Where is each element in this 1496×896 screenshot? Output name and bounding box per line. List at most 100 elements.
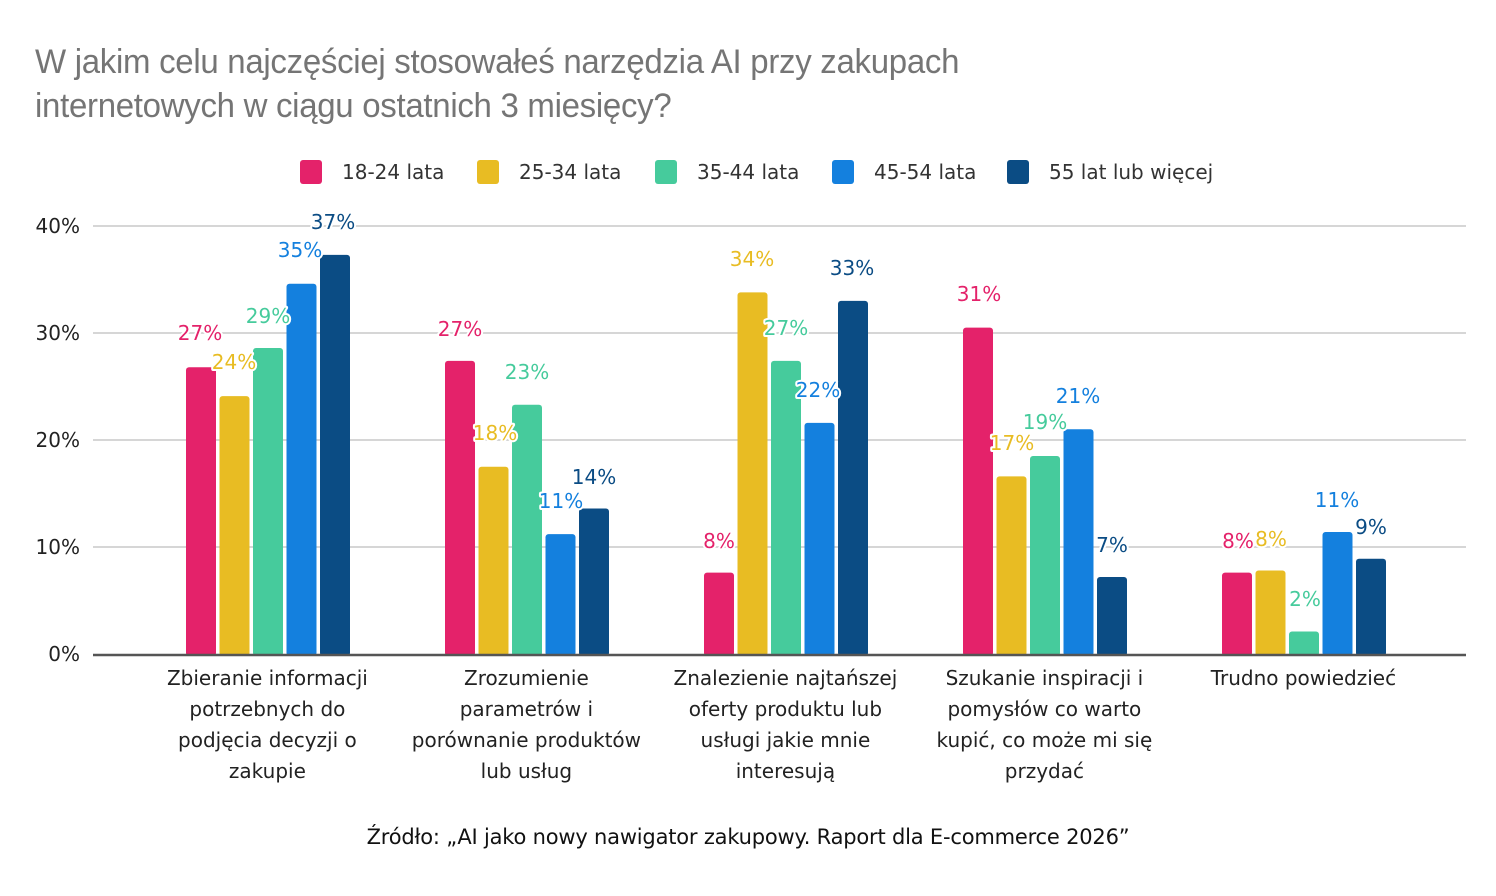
legend-swatch [655, 160, 677, 184]
legend: 18-24 lata 25-34 lata 35-44 lata 45-54 lata… [300, 160, 1213, 184]
bar [1322, 532, 1353, 656]
data-label: 14% [572, 465, 616, 489]
bar [771, 360, 801, 656]
data-label: 29% [246, 304, 290, 328]
legend-swatch [300, 160, 322, 184]
legend-label: 35-44 lata [697, 160, 799, 184]
y-tick-label: 40% [36, 214, 80, 238]
y-axis: 0% 10% 20% 30% 40% [36, 214, 80, 666]
y-tick-label: 0% [48, 642, 80, 666]
x-tick-label-line: potrzebnych do [189, 697, 345, 721]
x-tick-label-line: Zrozumienie [464, 666, 589, 690]
bar [186, 367, 216, 656]
legend-label: 18-24 lata [342, 160, 444, 184]
legend-label: 25-34 lata [519, 160, 621, 184]
data-label: 31% [957, 282, 1001, 306]
bar [1356, 558, 1386, 656]
x-tick-label-line: pomysłów co warto [947, 697, 1141, 721]
data-label: 11% [1315, 488, 1359, 512]
bar [1030, 456, 1060, 656]
bar [1222, 572, 1252, 656]
bar [545, 534, 576, 656]
legend-label: 45-54 lata [874, 160, 976, 184]
x-tick-label: Zbieranie informacji potrzebnych do podjęc… [167, 666, 368, 783]
x-tick-label: Zrozumienie parametrów i porównanie produk… [412, 666, 641, 783]
data-label: 35% [278, 238, 322, 262]
x-tick-label: Trudno powiedzieć [1210, 666, 1396, 690]
y-tick-label: 10% [36, 535, 80, 559]
legend-swatch [477, 160, 499, 184]
legend-item: 18-24 lata [300, 160, 444, 184]
x-tick-label-line: zakupie [229, 759, 306, 783]
data-label: 21% [1056, 384, 1100, 408]
data-label: 18% [473, 421, 517, 445]
x-tick-label-line: podjęcia decyzji o [178, 728, 357, 752]
data-labels: 27% 27%8%31%8%24%18%34%17%8%29%23%27%19%2… [176, 208, 1389, 613]
legend-swatch [1007, 160, 1029, 184]
bar [512, 404, 542, 656]
bar [1255, 570, 1286, 656]
bar-chart: 18-24 lata 25-34 lata 35-44 lata 45-54 lata… [36, 160, 1466, 783]
legend-item: 25-34 lata [477, 160, 621, 184]
x-tick-label-line: Trudno powiedzieć [1210, 666, 1396, 690]
y-tick-label: 30% [36, 321, 80, 345]
data-label: 24% [212, 350, 256, 374]
bar [996, 476, 1027, 656]
bar [219, 396, 250, 656]
bars [186, 254, 1386, 656]
source-note: Źródło: „AI jako nowy nawigator zakupowy… [366, 825, 1130, 849]
bar [478, 466, 509, 656]
legend-swatch [832, 160, 854, 184]
chart-title-line-1: W jakim celu najczęściej stosowałeś narz… [35, 43, 960, 81]
data-label: 2% [1289, 587, 1321, 611]
bar [253, 347, 283, 656]
data-label: 8% [1255, 527, 1287, 551]
data-label: 9% [1355, 515, 1387, 539]
data-label: 7% [1096, 533, 1128, 557]
bar [804, 422, 835, 656]
bar [445, 360, 475, 656]
bar [1097, 576, 1127, 656]
x-tick-label-line: Znalezienie najtańszej [674, 666, 898, 690]
data-label: 27% [764, 316, 808, 340]
bar [704, 572, 734, 656]
data-label: 8% [1222, 529, 1254, 553]
data-label: 27% [438, 317, 482, 341]
data-label: 11% [539, 489, 583, 513]
legend-item: 55 lat lub więcej [1007, 160, 1213, 184]
bar [286, 283, 317, 656]
chart-title: W jakim celu najczęściej stosowałeś narz… [35, 40, 1199, 128]
legend-label: 55 lat lub więcej [1049, 160, 1213, 184]
x-tick-label-line: lub usług [481, 759, 572, 783]
legend-item: 35-44 lata [655, 160, 799, 184]
bar [1063, 429, 1094, 656]
data-label: 33% [830, 256, 874, 280]
x-tick-label-line: Zbieranie informacji [167, 666, 368, 690]
data-label: 19% [1023, 410, 1067, 434]
x-tick-label-line: interesują [736, 759, 835, 783]
bar [1289, 631, 1319, 656]
x-tick-label: Szukanie inspiracji i pomysłów co warto ku… [937, 666, 1153, 783]
legend-item: 45-54 lata [832, 160, 976, 184]
bar [737, 292, 768, 656]
x-tick-label-line: oferty produktu lub [689, 697, 882, 721]
data-label: 27% [178, 321, 222, 345]
data-label: 17% [990, 431, 1034, 455]
data-label: 22% [796, 378, 840, 402]
data-label: 23% [505, 360, 549, 384]
y-tick-label: 20% [36, 428, 80, 452]
bar [320, 254, 350, 656]
chart-title-line-2: internetowych w ciągu ostatnich 3 miesię… [35, 87, 672, 125]
x-tick-label-line: przydać [1005, 759, 1084, 783]
x-tick-label-line: porównanie produktów [412, 728, 641, 752]
x-tick-label-line: Szukanie inspiracji i [946, 666, 1144, 690]
x-tick-label-line: kupić, co może mi się [937, 728, 1153, 752]
x-axis: Zbieranie informacji potrzebnych do podjęc… [167, 666, 1396, 783]
data-label: 37% [311, 210, 355, 234]
bar [838, 300, 868, 656]
data-label: 8% [703, 529, 735, 553]
x-tick-label-line: parametrów i [460, 697, 593, 721]
data-label: 34% [730, 247, 774, 271]
bar [579, 508, 609, 656]
x-tick-label: Znalezienie najtańszej oferty produktu lu… [674, 666, 898, 783]
